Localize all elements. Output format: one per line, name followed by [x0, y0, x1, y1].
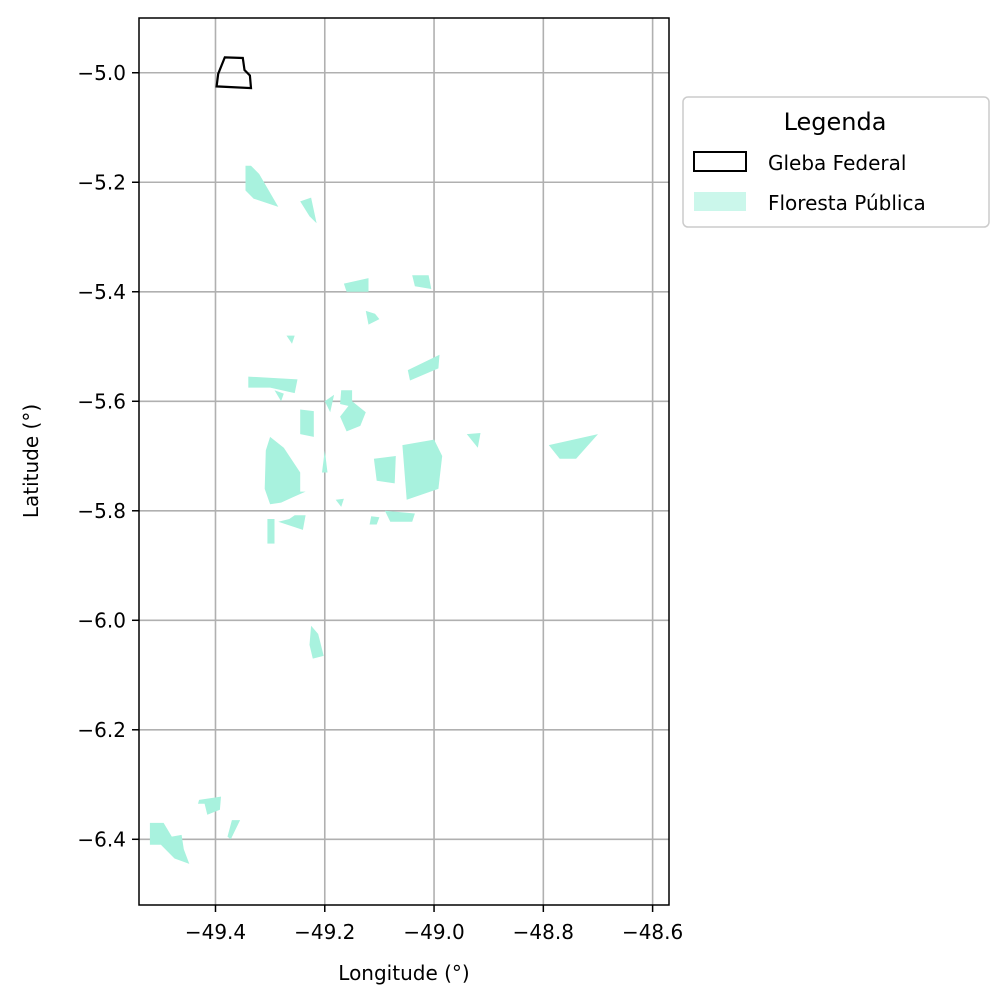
y-tick-label: −5.8 — [77, 499, 126, 523]
legend-swatch-gleba-federal — [693, 151, 747, 172]
floresta-publica-polygon — [245, 165, 279, 207]
x-axis-ticks: −49.4 −49.2 −49.0 −48.8 −48.6 — [185, 905, 683, 944]
y-tick-label: −5.6 — [77, 389, 126, 413]
floresta-publica-polygon — [149, 822, 190, 864]
x-tick-label: −48.8 — [513, 920, 574, 944]
x-tick-label: −48.6 — [622, 920, 683, 944]
floresta-publica-polygon — [274, 390, 284, 402]
y-tick-label: −6.0 — [77, 608, 126, 632]
floresta-publica-polygon — [407, 354, 440, 381]
floresta-publica-polygon — [300, 197, 317, 224]
y-axis-ticks: −5.0 −5.2 −5.4 −5.6 −5.8 −6.0 −6.2 −6.4 — [77, 61, 139, 851]
floresta-publica-polygon — [384, 510, 415, 522]
floresta-publica-polygon — [548, 434, 598, 459]
floresta-publica-polygon — [466, 433, 481, 448]
floresta-publica-layer — [149, 165, 598, 864]
floresta-publica-polygon — [267, 519, 275, 544]
gleba-federal-layer — [215, 56, 253, 90]
x-tick-label: −49.2 — [294, 920, 355, 944]
legend-box — [682, 96, 990, 228]
grid-lines — [139, 18, 669, 905]
floresta-publica-polygon — [343, 278, 369, 292]
floresta-publica-polygon — [369, 516, 380, 525]
y-tick-label: −6.4 — [77, 827, 126, 851]
floresta-publica-polygon — [324, 394, 335, 413]
floresta-publica-polygon — [227, 820, 241, 840]
floresta-publica-polygon — [340, 390, 353, 407]
floresta-publica-polygon — [335, 498, 344, 507]
legend-label-floresta-publica: Floresta Pública — [768, 191, 926, 215]
plot-area-frame — [138, 17, 670, 906]
y-tick-label: −5.0 — [77, 61, 126, 85]
floresta-publica-polygon — [248, 376, 298, 394]
y-axis-title: Latitude (°) — [19, 404, 43, 518]
y-tick-label: −6.2 — [77, 718, 126, 742]
floresta-publica-polygon — [373, 456, 396, 484]
floresta-publica-polygon — [278, 515, 306, 530]
legend-title: Legenda — [784, 108, 887, 136]
floresta-publica-polygon — [198, 796, 221, 815]
legend-label-gleba-federal: Gleba Federal — [768, 151, 906, 175]
gleba-federal-polygon — [215, 56, 253, 90]
x-tick-label: −49.4 — [185, 920, 246, 944]
floresta-publica-polygon — [286, 335, 295, 344]
legend-swatch-floresta-publica — [694, 192, 746, 211]
x-axis-title: Longitude (°) — [338, 961, 469, 985]
floresta-publica-polygon — [264, 436, 306, 505]
x-tick-label: −49.0 — [403, 920, 464, 944]
floresta-publica-polygon — [340, 401, 366, 432]
legend: Legenda Gleba Federal Floresta Pública — [682, 96, 990, 228]
floresta-publica-polygon — [402, 439, 443, 500]
floresta-publica-polygon — [309, 625, 324, 659]
y-tick-label: −5.2 — [77, 170, 126, 194]
floresta-publica-polygon — [300, 409, 314, 437]
floresta-publica-polygon — [412, 275, 432, 289]
floresta-publica-polygon — [365, 310, 380, 325]
y-tick-label: −5.4 — [77, 280, 126, 304]
floresta-publica-polygon — [322, 450, 328, 473]
